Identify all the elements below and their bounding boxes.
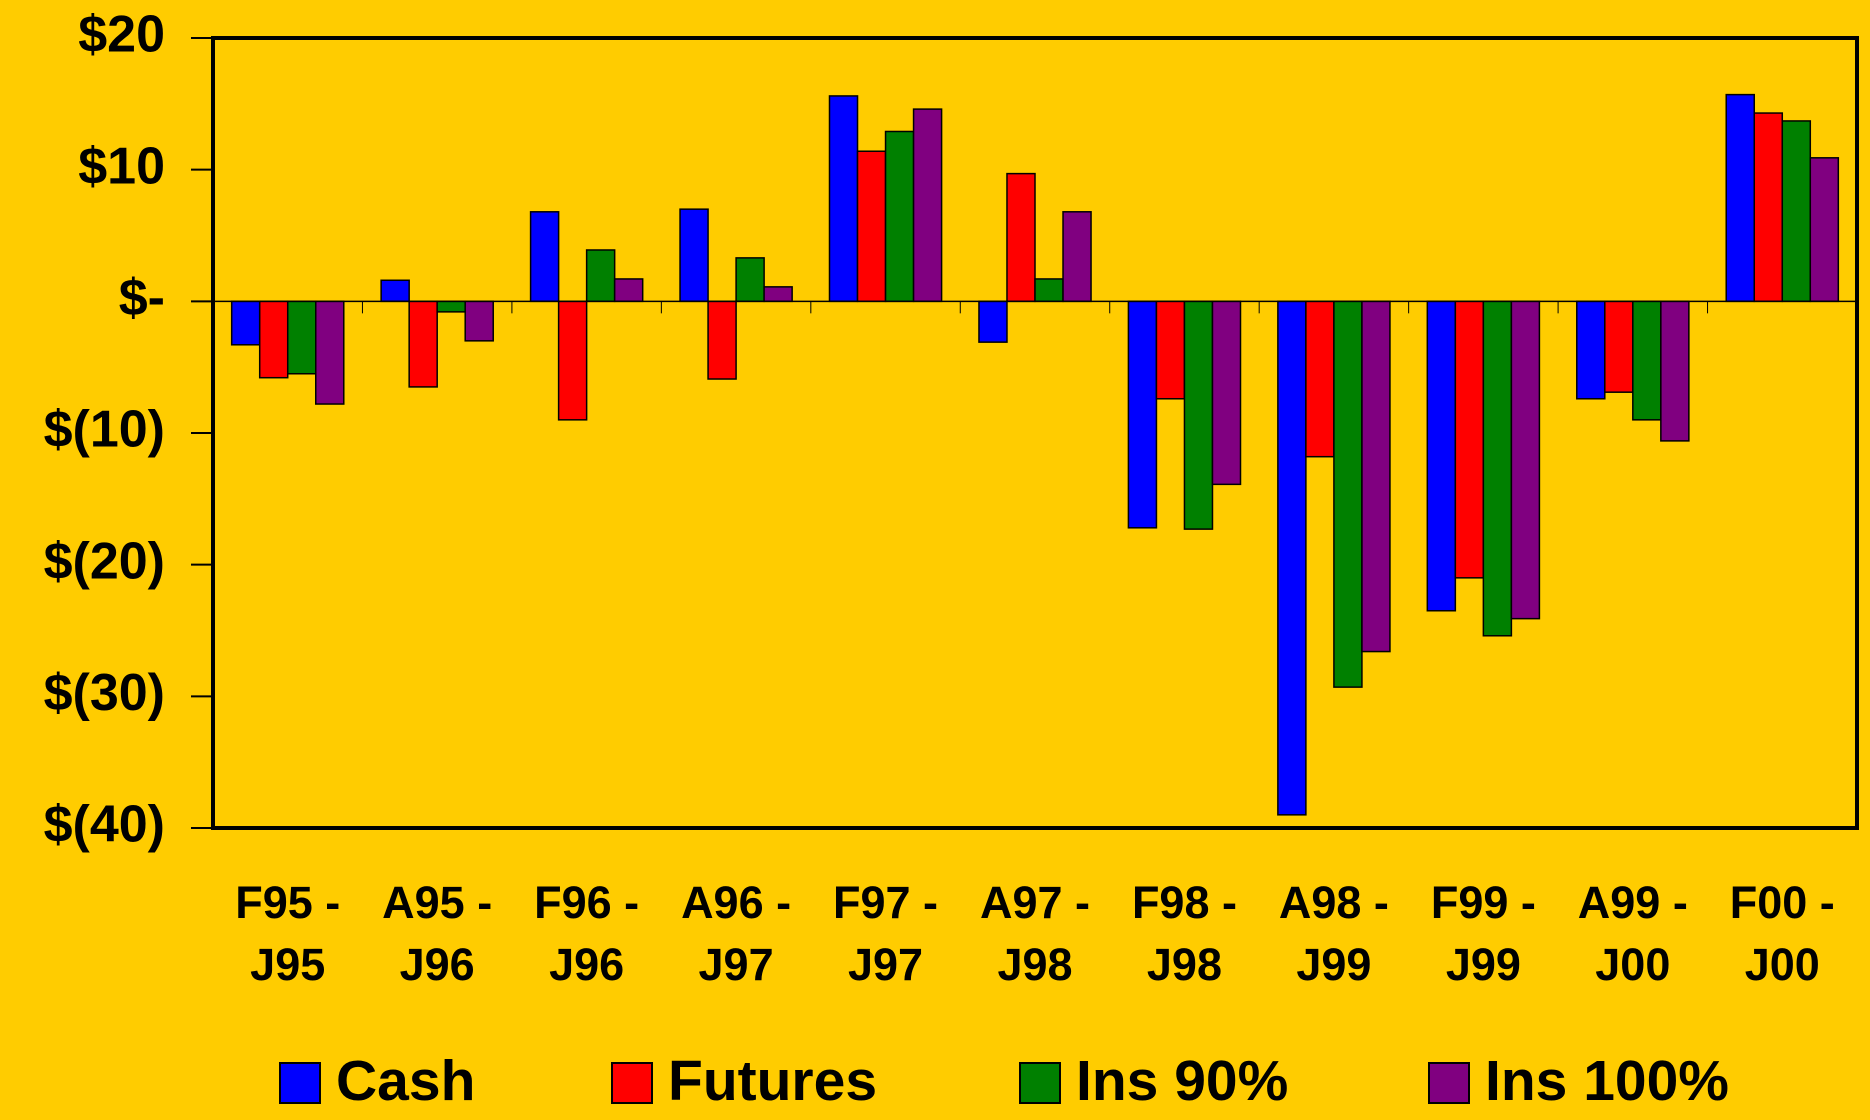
bar bbox=[707, 300, 737, 380]
plot-frame bbox=[211, 36, 1859, 830]
bar bbox=[735, 257, 765, 303]
x-tick-label: A95 -J96 bbox=[382, 877, 492, 990]
bar bbox=[1510, 300, 1541, 620]
y-tick-label: $(20) bbox=[44, 532, 165, 590]
bar bbox=[1454, 300, 1485, 579]
bar bbox=[315, 300, 345, 405]
x-tick-label: A98 -J99 bbox=[1279, 877, 1389, 990]
bar bbox=[230, 300, 261, 346]
x-tick-label: F96 -J96 bbox=[534, 877, 639, 990]
bar bbox=[286, 300, 317, 375]
legend-label: Ins 90% bbox=[1076, 1049, 1288, 1113]
x-tick-label: F98 -J98 bbox=[1132, 877, 1237, 990]
bar bbox=[1034, 278, 1064, 303]
bar bbox=[1632, 300, 1662, 421]
y-tick-label: $- bbox=[119, 269, 165, 327]
bar bbox=[613, 278, 644, 303]
bar bbox=[1183, 300, 1214, 530]
legend-swatch bbox=[279, 1062, 321, 1104]
bar bbox=[529, 211, 560, 303]
x-tick-label: A99 -J00 bbox=[1578, 877, 1688, 990]
bar bbox=[1576, 300, 1606, 400]
bar bbox=[1753, 112, 1784, 303]
bar bbox=[1305, 300, 1335, 458]
bar bbox=[1277, 300, 1307, 816]
x-tick-label: F95 -J95 bbox=[235, 877, 340, 990]
bar bbox=[1361, 300, 1391, 653]
bar bbox=[1062, 211, 1092, 303]
bar bbox=[258, 300, 289, 379]
bar bbox=[679, 208, 709, 303]
bar bbox=[585, 249, 616, 303]
bar bbox=[380, 279, 410, 303]
legend-label: Cash bbox=[336, 1049, 475, 1113]
bar bbox=[1781, 120, 1812, 303]
bar bbox=[1809, 157, 1840, 303]
y-tick-label: $(40) bbox=[44, 796, 165, 854]
bar bbox=[1426, 300, 1457, 612]
x-tick-label: F99 -J99 bbox=[1431, 877, 1536, 990]
bar bbox=[408, 300, 438, 388]
x-tick-label: A96 -J97 bbox=[681, 877, 791, 990]
bar bbox=[1333, 300, 1363, 688]
bar bbox=[464, 300, 494, 342]
legend-swatch bbox=[611, 1062, 653, 1104]
bar bbox=[1604, 300, 1634, 393]
bar bbox=[978, 300, 1008, 343]
y-tick-label: $(10) bbox=[44, 401, 165, 459]
bar bbox=[1127, 300, 1158, 529]
bar bbox=[1660, 300, 1690, 442]
x-tick-label: A97 -J98 bbox=[980, 877, 1090, 990]
legend-label: Futures bbox=[668, 1049, 877, 1113]
y-tick-label: $20 bbox=[78, 6, 165, 64]
x-tick-label: F00 -J00 bbox=[1730, 877, 1835, 990]
bar bbox=[856, 150, 887, 303]
bar bbox=[436, 300, 466, 313]
bar bbox=[1725, 93, 1756, 303]
bar bbox=[1006, 172, 1036, 303]
bar bbox=[1211, 300, 1242, 486]
bar bbox=[884, 130, 915, 303]
y-tick-label: $(30) bbox=[44, 664, 165, 722]
bar bbox=[1482, 300, 1513, 637]
y-tick-label: $10 bbox=[78, 137, 165, 195]
bar bbox=[763, 286, 793, 303]
legend-swatch bbox=[1428, 1062, 1470, 1104]
bar bbox=[912, 108, 943, 303]
x-tick-label: F97 -J97 bbox=[833, 877, 938, 990]
bar bbox=[557, 300, 588, 421]
legend-swatch bbox=[1019, 1062, 1061, 1104]
bar bbox=[1155, 300, 1186, 400]
legend-label: Ins 100% bbox=[1485, 1049, 1729, 1113]
bar bbox=[828, 95, 859, 303]
